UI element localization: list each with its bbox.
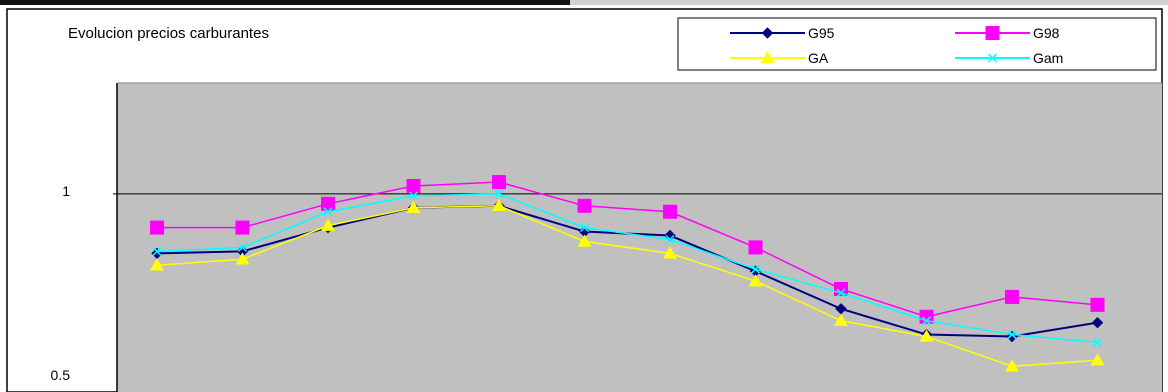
point-g98-6	[577, 198, 592, 213]
legend-label-ga: GA	[808, 50, 829, 66]
point-gam-5	[494, 189, 504, 199]
legend-marker-g98	[985, 26, 1000, 40]
point-g98-5	[492, 175, 506, 190]
series-line-ga	[156, 205, 1098, 368]
legend-label-g98: G98	[1033, 25, 1060, 41]
legend-label-g95: G95	[808, 25, 835, 41]
point-ga-11	[1005, 359, 1019, 372]
point-ga-7	[663, 246, 677, 259]
chart-title: Evolucion precios carburantes	[68, 25, 269, 42]
point-g95-12	[1091, 316, 1104, 329]
legend-marker-g95	[761, 27, 774, 39]
series-ga	[150, 198, 1105, 372]
legend: G95 G98 GA Gam	[677, 17, 1157, 71]
point-ga-9	[834, 313, 848, 326]
point-ga-6	[577, 234, 592, 247]
point-g98-12	[1090, 297, 1105, 312]
point-gam-11	[1007, 330, 1017, 340]
point-gam-4	[408, 191, 419, 201]
point-g98-1	[150, 220, 164, 235]
point-g98-2	[235, 220, 250, 235]
point-gam-8	[750, 264, 761, 274]
series-line-gam	[156, 193, 1098, 344]
point-gam-3	[323, 207, 333, 217]
point-ga-2	[235, 252, 250, 265]
point-ga-1	[150, 258, 164, 271]
legend-box	[677, 17, 1157, 71]
y-tick-label-1: 1	[62, 183, 70, 199]
series-line-g98	[157, 181, 1098, 318]
point-gam-2	[237, 242, 248, 252]
series-gam	[152, 189, 1103, 348]
point-ga-3	[321, 218, 335, 231]
plot-area	[117, 83, 1162, 392]
point-ga-12	[1090, 353, 1105, 366]
point-g98-7	[663, 204, 677, 219]
point-gam-9	[836, 288, 846, 298]
y-tick-label-0-5: 0.5	[51, 367, 71, 383]
grid-layer	[113, 193, 1162, 392]
point-gam-6	[579, 223, 590, 233]
legend-label-gam: Gam	[1033, 50, 1063, 66]
point-g98-8	[748, 240, 763, 255]
point-g98-4	[406, 179, 421, 193]
point-ga-5	[492, 198, 506, 212]
point-gam-7	[665, 234, 675, 245]
top-dark-strip	[0, 0, 570, 5]
top-light-strip	[570, 0, 1168, 5]
point-ga-10	[919, 329, 934, 342]
legend-marker-ga	[760, 51, 775, 64]
legend-entries: G95 G98 GA Gam	[730, 25, 1063, 66]
series-layer	[150, 175, 1105, 372]
point-ga-8	[748, 274, 763, 287]
point-gam-1	[152, 246, 162, 256]
point-g98-3	[321, 196, 335, 211]
point-gam-12	[1092, 337, 1103, 348]
point-g98-11	[1005, 289, 1019, 304]
point-ga-4	[406, 200, 421, 214]
point-gam-10	[921, 316, 932, 326]
legend-marker-gam	[987, 53, 998, 63]
